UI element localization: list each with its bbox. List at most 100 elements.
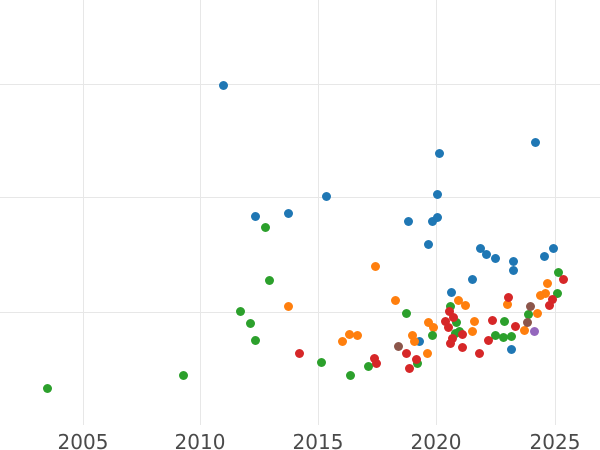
data-point-green bbox=[553, 267, 563, 277]
data-point-blue bbox=[481, 249, 491, 259]
x-gridline bbox=[200, 0, 201, 425]
data-point-green bbox=[235, 306, 245, 316]
x-gridline bbox=[555, 0, 556, 425]
data-point-blue bbox=[467, 274, 477, 284]
data-point-red bbox=[558, 274, 568, 284]
data-point-red bbox=[443, 322, 453, 332]
data-point-red bbox=[369, 353, 379, 363]
data-point-green bbox=[345, 370, 355, 380]
data-point-blue bbox=[506, 344, 516, 354]
data-point-orange bbox=[344, 329, 354, 339]
data-point-orange bbox=[337, 336, 347, 346]
data-point-red bbox=[448, 312, 458, 322]
data-point-orange bbox=[409, 336, 419, 346]
data-point-orange bbox=[467, 326, 477, 336]
data-point-orange bbox=[469, 316, 479, 326]
data-point-purple bbox=[529, 326, 539, 336]
data-point-green bbox=[498, 332, 508, 342]
data-point-orange bbox=[352, 330, 362, 340]
data-point-red bbox=[447, 333, 457, 343]
data-point-red bbox=[503, 292, 513, 302]
data-point-green bbox=[506, 331, 516, 341]
data-point-green bbox=[445, 301, 455, 311]
data-point-orange bbox=[390, 295, 400, 305]
y-gridline bbox=[0, 312, 600, 313]
data-point-orange bbox=[519, 325, 529, 335]
data-point-brown bbox=[522, 317, 532, 327]
data-point-orange bbox=[535, 290, 545, 300]
data-point-green bbox=[260, 222, 270, 232]
data-point-red bbox=[401, 348, 411, 358]
data-point-blue bbox=[321, 191, 331, 201]
data-point-green bbox=[316, 357, 326, 367]
data-point-green bbox=[490, 330, 500, 340]
data-point-green bbox=[427, 330, 437, 340]
data-point-blue bbox=[539, 251, 549, 261]
data-point-orange bbox=[540, 288, 550, 298]
x-tick-label: 2010 bbox=[174, 430, 226, 450]
data-point-blue bbox=[434, 148, 444, 158]
data-point-green bbox=[451, 317, 461, 327]
x-gridline bbox=[83, 0, 84, 425]
data-point-orange bbox=[453, 295, 463, 305]
data-point-orange bbox=[370, 261, 380, 271]
data-point-red bbox=[445, 338, 455, 348]
data-point-red bbox=[547, 294, 557, 304]
data-point-blue bbox=[508, 265, 518, 275]
data-point-red bbox=[411, 354, 421, 364]
y-gridline bbox=[0, 84, 600, 85]
data-point-orange bbox=[428, 322, 438, 332]
data-point-blue bbox=[283, 208, 293, 218]
data-point-brown bbox=[393, 341, 403, 351]
x-tick-label: 2015 bbox=[292, 430, 344, 450]
data-point-blue bbox=[432, 212, 442, 222]
data-point-green bbox=[42, 383, 52, 393]
data-point-green bbox=[523, 309, 533, 319]
data-point-orange bbox=[542, 278, 552, 288]
data-point-blue bbox=[508, 256, 518, 266]
data-point-orange bbox=[407, 330, 417, 340]
data-point-orange bbox=[502, 299, 512, 309]
data-point-green bbox=[245, 318, 255, 328]
data-point-orange bbox=[422, 348, 432, 358]
data-point-blue bbox=[423, 239, 433, 249]
data-point-blue bbox=[530, 137, 540, 147]
data-point-blue bbox=[403, 216, 413, 226]
data-point-blue bbox=[250, 211, 260, 221]
data-point-blue bbox=[414, 336, 424, 346]
data-point-green bbox=[250, 335, 260, 345]
x-gridline bbox=[318, 0, 319, 425]
data-point-red bbox=[474, 348, 484, 358]
x-tick-label: 2020 bbox=[410, 430, 462, 450]
y-gridline bbox=[0, 197, 600, 198]
data-point-red bbox=[444, 306, 454, 316]
data-point-blue bbox=[427, 216, 437, 226]
data-point-orange bbox=[423, 317, 433, 327]
data-point-blue bbox=[446, 287, 456, 297]
data-point-blue bbox=[218, 80, 228, 90]
data-point-blue bbox=[490, 253, 500, 263]
data-point-green bbox=[264, 275, 274, 285]
data-point-green bbox=[178, 370, 188, 380]
data-point-red bbox=[294, 348, 304, 358]
data-point-red bbox=[544, 300, 554, 310]
data-point-green bbox=[499, 316, 509, 326]
data-point-blue bbox=[432, 189, 442, 199]
data-point-red bbox=[483, 335, 493, 345]
data-point-red bbox=[404, 363, 414, 373]
data-point-green bbox=[552, 288, 562, 298]
data-point-blue bbox=[548, 243, 558, 253]
data-point-red bbox=[510, 321, 520, 331]
data-point-green bbox=[363, 361, 373, 371]
x-tick-label: 2005 bbox=[57, 430, 109, 450]
data-point-red bbox=[457, 342, 467, 352]
data-point-blue bbox=[475, 243, 485, 253]
data-point-red bbox=[487, 315, 497, 325]
x-tick-label: 2025 bbox=[529, 430, 581, 450]
data-point-orange bbox=[460, 300, 470, 310]
data-point-red bbox=[440, 316, 450, 326]
data-point-orange bbox=[283, 301, 293, 311]
data-point-red bbox=[457, 329, 467, 339]
data-point-red bbox=[371, 358, 381, 368]
